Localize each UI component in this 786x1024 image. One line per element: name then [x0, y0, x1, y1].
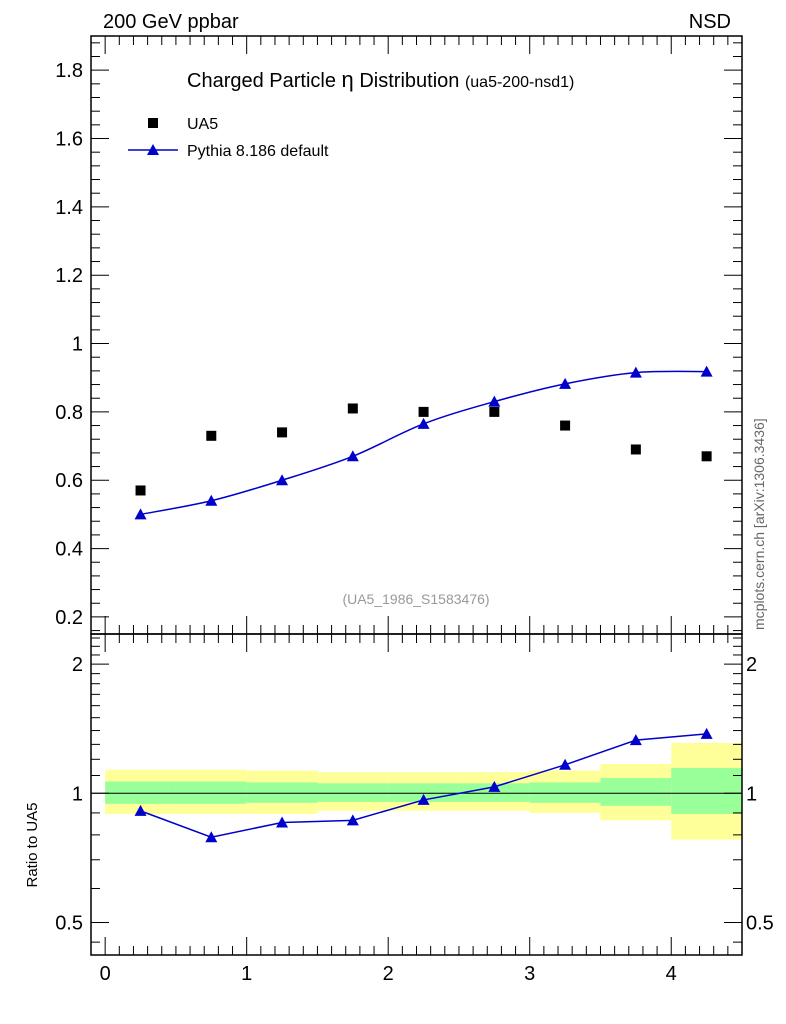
main-title-tail: Distribution [359, 70, 459, 92]
ratio-xtick-label: 2 [383, 963, 394, 985]
pythia-curve [140, 370, 707, 516]
pythia-point [629, 366, 642, 378]
ratio-pythia-point [205, 831, 218, 843]
pythia-point [205, 494, 218, 506]
main-ytick-label: 1.4 [55, 197, 83, 219]
main-panel-ticks: 0.2 0.4 0.6 0.8 1 1.2 1.4 1.6 1.8 [55, 36, 743, 634]
ua5-point [206, 430, 217, 441]
ua5-point [630, 444, 641, 455]
legend-label-ua5: UA5 [187, 116, 218, 133]
main-ytick-label: 1.2 [55, 265, 83, 287]
main-ytick-label: 1.6 [55, 129, 83, 151]
ratio-pythia-point [488, 780, 501, 792]
ratio-xtick-label: 0 [100, 963, 111, 985]
legend-label-pythia: Pythia 8.186 default [187, 143, 329, 160]
ratio-band-inner [317, 783, 389, 802]
legend-marker-ua5 [148, 118, 158, 128]
main-ytick-label: 0.8 [55, 402, 83, 424]
ratio-panel-ticks: 0.5 0.5 1 1 2 2 0 1 2 3 4 [55, 634, 774, 985]
ratio-panel-data [134, 727, 713, 843]
ratio-pythia-point [417, 793, 430, 805]
analysis-label: (UA5_1986_S1583476) [342, 591, 489, 607]
ratio-ylabel: Ratio to UA5 [24, 802, 41, 887]
ratio-ytick-label-right: 2 [746, 654, 757, 676]
legend-marker-pythia [147, 144, 159, 155]
ua5-point [135, 485, 146, 496]
legend: UA5 Pythia 8.186 default [128, 116, 329, 160]
ratio-pythia-point [134, 804, 147, 816]
ratio-pythia-point [276, 816, 289, 828]
ratio-xtick-label: 4 [666, 963, 677, 985]
pythia-point [417, 417, 430, 429]
ratio-ytick-label-right: 0.5 [746, 912, 774, 934]
ua5-point [277, 427, 288, 438]
ratio-ytick-label: 1 [72, 783, 83, 805]
ratio-pythia-point [629, 734, 642, 746]
main-title-symbol: η [342, 67, 354, 92]
main-ytick-label: 0.2 [55, 607, 83, 629]
ratio-band-inner [458, 783, 530, 802]
ua5-point [347, 403, 358, 414]
ua5-point [701, 451, 712, 462]
main-ytick-label: 1.8 [55, 60, 83, 82]
ratio-xtick-label: 3 [524, 963, 535, 985]
pythia-point [700, 365, 713, 377]
ratio-band-inner [600, 778, 672, 806]
ratio-band-inner [105, 781, 176, 804]
ua5-point [489, 406, 500, 417]
ratio-pythia-point [559, 758, 572, 770]
main-title-text: Charged Particle [187, 70, 336, 92]
pythia-point [488, 395, 501, 407]
ratio-band-inner [529, 782, 601, 803]
main-ytick-label: 1 [72, 334, 83, 356]
ratio-panel-frame [90, 633, 743, 956]
ratio-xtick-label: 1 [241, 963, 252, 985]
pythia-point [276, 474, 289, 486]
main-ytick-label: 0.4 [55, 539, 83, 561]
ratio-band-inner [175, 781, 247, 804]
ratio-ytick-label: 0.5 [55, 912, 83, 934]
pythia-point [559, 377, 572, 389]
ratio-pythia-point [346, 814, 359, 826]
ratio-ytick-label: 2 [72, 654, 83, 676]
main-ytick-label: 0.6 [55, 470, 83, 492]
ratio-band-inner [671, 768, 742, 814]
process-label: NSD [689, 11, 731, 33]
watermark: mcplots.cern.ch [arXiv:1306.3436] [751, 418, 767, 630]
pythia-point [346, 450, 359, 462]
main-title: Charged Particle η Distribution (ua5-200… [187, 67, 574, 92]
main-title-id: (ua5-200-nsd1) [465, 74, 574, 91]
ua5-point [560, 420, 571, 431]
ratio-bands [91, 742, 742, 840]
ua5-point [418, 406, 429, 417]
energy-label: 200 GeV ppbar [103, 11, 239, 33]
main-panel-data [134, 365, 713, 520]
ratio-band-inner [246, 782, 318, 803]
pythia-point [134, 508, 147, 520]
ratio-ytick-label-right: 1 [746, 783, 757, 805]
ratio-pythia-point [700, 727, 713, 739]
